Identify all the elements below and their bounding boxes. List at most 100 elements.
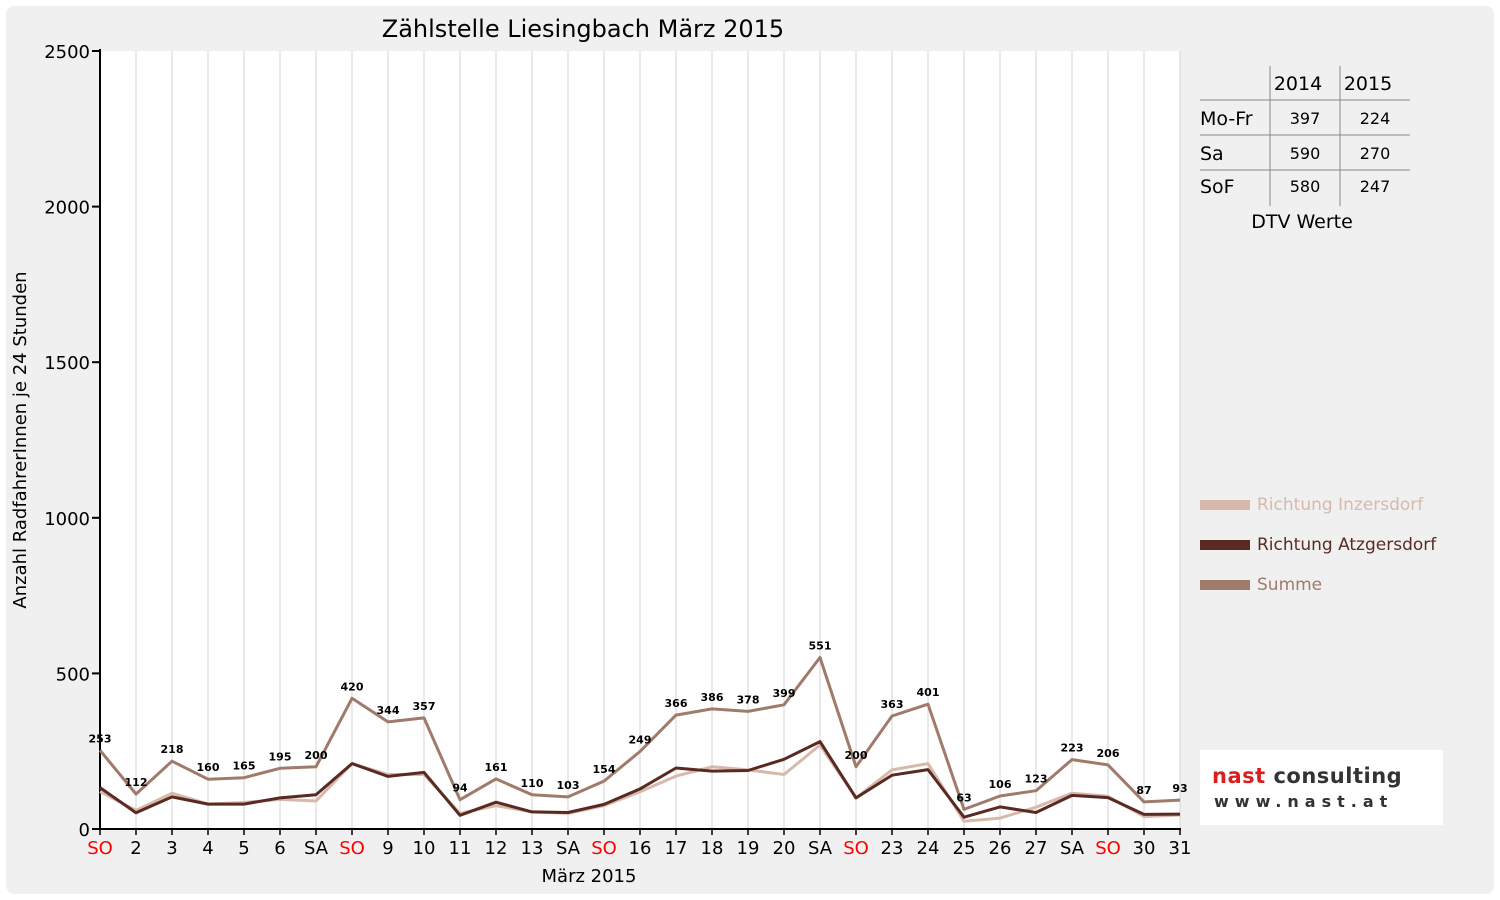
y-tick-label: 0 xyxy=(79,820,90,841)
series-line-1 xyxy=(99,740,1181,819)
x-tick-label: 17 xyxy=(665,838,688,859)
x-tick-label: 9 xyxy=(382,838,393,859)
x-tick-label: 6 xyxy=(274,838,285,859)
table-row-label: Sa xyxy=(1200,143,1224,165)
x-tick-label: 18 xyxy=(701,838,724,859)
logo-part-consulting: consulting xyxy=(1265,764,1403,788)
data-label: 154 xyxy=(593,763,616,776)
x-tick-label: 10 xyxy=(413,838,436,859)
data-label: 161 xyxy=(485,761,508,774)
data-label: 112 xyxy=(125,776,148,789)
data-label: 551 xyxy=(809,640,832,653)
data-label: 106 xyxy=(989,778,1012,791)
x-tick-label: 26 xyxy=(989,838,1012,859)
company-logo: nast consulting www.nast.at xyxy=(1200,750,1443,825)
x-tick-label: 13 xyxy=(521,838,544,859)
x-tick-label: 30 xyxy=(1133,838,1156,859)
x-tick-label: SO xyxy=(1095,838,1121,859)
x-tick-label: 16 xyxy=(629,838,652,859)
table-caption: DTV Werte xyxy=(1251,211,1353,233)
data-label: 123 xyxy=(1025,773,1048,786)
data-label: 218 xyxy=(161,743,184,756)
legend-swatch-summe xyxy=(1200,580,1250,590)
legend-swatch-inzersdorf xyxy=(1200,500,1250,510)
table-cell: 397 xyxy=(1290,109,1321,128)
table-cell: 270 xyxy=(1360,144,1391,163)
table-cell: 580 xyxy=(1290,177,1321,196)
x-tick-label: 4 xyxy=(202,838,213,859)
y-tick-label: 1000 xyxy=(44,509,90,530)
table-header-2014: 2014 xyxy=(1274,73,1322,95)
grid-layer xyxy=(100,51,1181,829)
data-label: 249 xyxy=(629,734,652,747)
data-label: 160 xyxy=(197,761,220,774)
x-tick-label: SO xyxy=(87,838,113,859)
data-label: 103 xyxy=(557,779,580,792)
y-axis-title: Anzahl RadfahrerInnen je 24 Stunden xyxy=(10,271,31,608)
x-axis-title: März 2015 xyxy=(542,866,637,887)
x-tick-label: 5 xyxy=(238,838,249,859)
x-tick-label: 2 xyxy=(130,838,141,859)
table-cell: 590 xyxy=(1290,144,1321,163)
x-tick-label: SA xyxy=(808,838,833,859)
y-tick-label: 1500 xyxy=(44,353,90,374)
data-label: 94 xyxy=(452,782,468,795)
x-tick-label: 31 xyxy=(1169,838,1192,859)
x-tick-label: 11 xyxy=(449,838,472,859)
data-label: 344 xyxy=(377,704,400,717)
x-tick-label: SO xyxy=(591,838,617,859)
logo-part-nast: nast xyxy=(1212,764,1266,788)
data-label: 93 xyxy=(1172,782,1187,795)
y-tick-label: 2000 xyxy=(44,198,90,219)
x-tick-label: 20 xyxy=(773,838,796,859)
table-header-2015: 2015 xyxy=(1344,73,1392,95)
x-tick-label: SO xyxy=(843,838,869,859)
data-label: 420 xyxy=(341,680,364,693)
data-label: 206 xyxy=(1097,747,1120,760)
x-tick-label: 27 xyxy=(1025,838,1048,859)
data-label: 363 xyxy=(881,698,904,711)
data-label: 165 xyxy=(233,760,256,773)
data-label: 200 xyxy=(305,749,328,762)
x-tick-label: SA xyxy=(1060,838,1085,859)
legend-label-atzgersdorf: Richtung Atzgersdorf xyxy=(1257,535,1437,555)
y-tick-label: 2500 xyxy=(44,42,90,63)
chart-title: Zählstelle Liesingbach März 2015 xyxy=(382,15,784,43)
data-label: 200 xyxy=(845,749,868,762)
label-layer: 253 112 218 160 165 195 200 420 344 357 94 161 110 10… xyxy=(89,640,1188,805)
data-label: 110 xyxy=(521,777,544,790)
axis-layer: 0 500 1000 1500 2000 2500 SO 2 3 4 5 6 SA SO 9 10 11 12 13… xyxy=(44,42,1191,859)
data-label: 63 xyxy=(956,791,971,804)
x-tick-label: 24 xyxy=(917,838,940,859)
data-label: 401 xyxy=(917,686,940,699)
data-label: 366 xyxy=(665,697,688,710)
legend-label-summe: Summe xyxy=(1257,575,1322,595)
data-label: 386 xyxy=(701,691,724,704)
series-layer xyxy=(98,656,1181,823)
dtv-table: 2014 2015 Mo-Fr 397 224 Sa 590 270 SoF 5… xyxy=(1200,66,1410,233)
logo-wordmark: nast consulting xyxy=(1212,764,1402,788)
table-cell: 247 xyxy=(1360,177,1391,196)
x-tick-label: SA xyxy=(304,838,329,859)
y-tick-label: 500 xyxy=(56,664,90,685)
data-label: 357 xyxy=(413,700,436,713)
data-label: 378 xyxy=(737,693,760,706)
x-tick-label: 19 xyxy=(737,838,760,859)
data-label: 253 xyxy=(89,732,112,745)
legend-label-inzersdorf: Richtung Inzersdorf xyxy=(1257,495,1424,515)
x-tick-label: SA xyxy=(556,838,581,859)
x-tick-label: SO xyxy=(339,838,365,859)
series-line-2 xyxy=(98,656,1181,811)
logo-url: www.nast.at xyxy=(1214,792,1394,811)
x-tick-label: 25 xyxy=(953,838,976,859)
data-label: 87 xyxy=(1136,784,1151,797)
table-row-label: Mo-Fr xyxy=(1200,108,1253,130)
x-tick-label: 23 xyxy=(881,838,904,859)
data-label: 223 xyxy=(1061,742,1084,755)
legend-swatch-atzgersdorf xyxy=(1200,540,1250,550)
x-tick-label: 12 xyxy=(485,838,508,859)
table-cell: 224 xyxy=(1360,109,1391,128)
data-label: 399 xyxy=(773,687,796,700)
data-label: 195 xyxy=(269,750,292,763)
